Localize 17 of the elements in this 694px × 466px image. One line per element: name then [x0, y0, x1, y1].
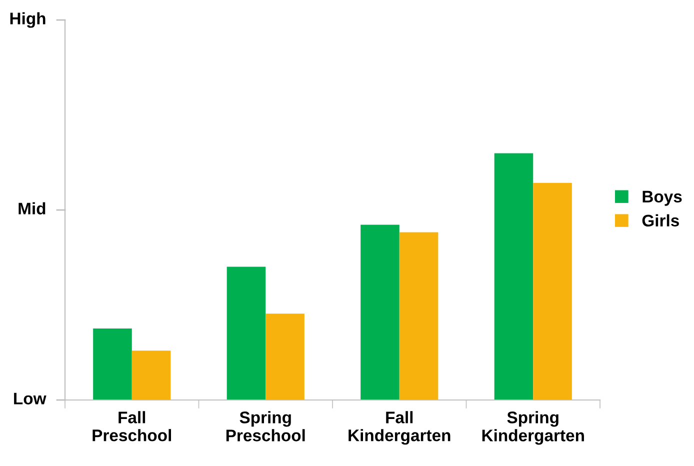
bar: [399, 232, 438, 400]
text: Mid: [18, 202, 46, 214]
bar: [266, 314, 304, 400]
bar: [132, 350, 171, 400]
bar: [494, 153, 534, 400]
bar: [93, 328, 132, 400]
bar: [533, 182, 572, 400]
legend-label: Girls: [642, 214, 679, 226]
text: Low: [14, 392, 46, 404]
x-tick-label: Fall Preschool: [92, 411, 171, 442]
x-tick-label: Spring Kindergarten: [482, 411, 584, 445]
text: High: [10, 12, 46, 28]
x-tick-label: Spring Preschool: [226, 411, 305, 442]
legend-label: Boys: [642, 190, 682, 206]
x-tick-label: Fall Kindergarten: [348, 411, 450, 445]
bar: [360, 224, 400, 400]
bar: [226, 266, 266, 400]
